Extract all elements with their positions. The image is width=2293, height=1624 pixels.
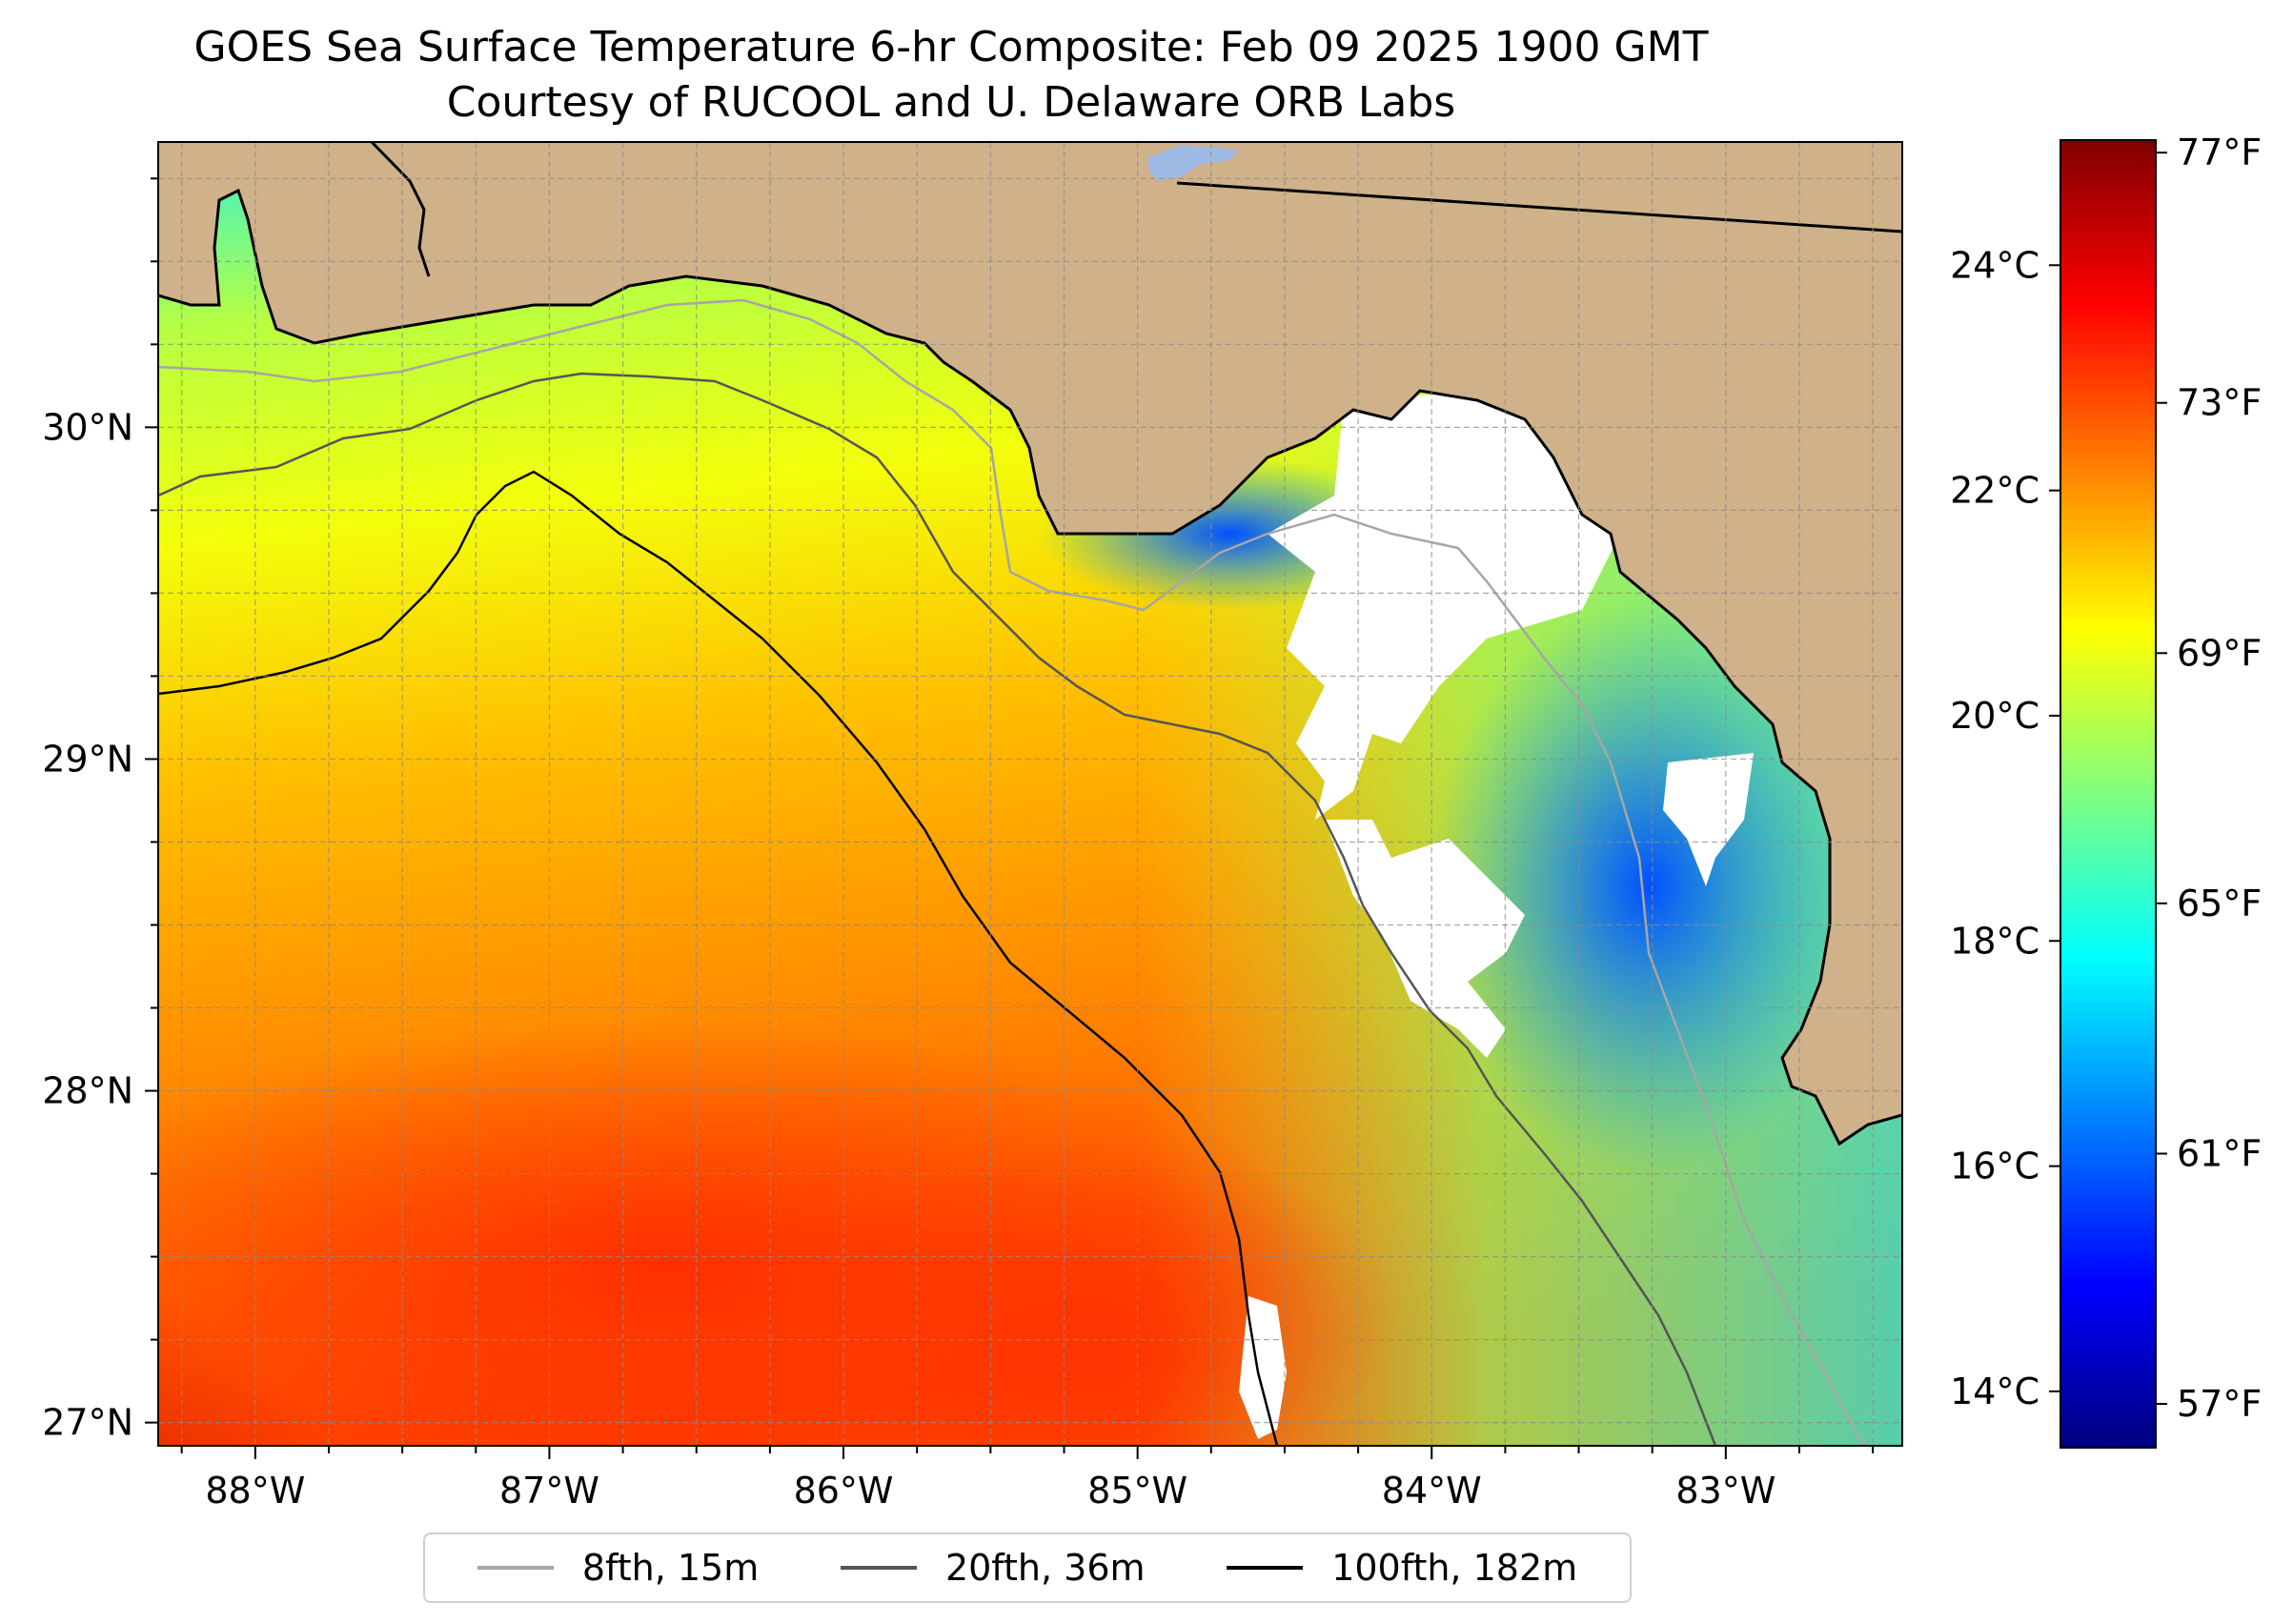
coastline — [158, 188, 1902, 1147]
lat-tick-label: 30°N — [42, 406, 133, 448]
legend-swatch — [1227, 1566, 1304, 1570]
f-tick-label: 65°F — [2177, 883, 2262, 924]
lon-tick-label: 83°W — [1675, 1470, 1776, 1512]
lon-tick-label: 87°W — [499, 1470, 599, 1512]
lake — [1148, 145, 1239, 181]
legend-item-100fth: 100fth, 182m — [1227, 1547, 1577, 1589]
state-boundary — [1176, 181, 1902, 233]
map-frame — [157, 141, 1903, 1447]
legend-swatch — [477, 1566, 554, 1570]
warm-corner — [158, 1236, 406, 1446]
f-tick-label: 73°F — [2177, 382, 2262, 424]
legend-label: 100fth, 182m — [1331, 1547, 1578, 1589]
f-tick-label: 61°F — [2177, 1132, 2262, 1174]
isobath-20fth — [158, 372, 1717, 1446]
legend-item-8fth: 8fth, 15m — [477, 1547, 759, 1589]
c-tick-label: 22°C — [1950, 470, 2039, 512]
f-tick-label: 57°F — [2177, 1383, 2262, 1425]
legend-label: 20fth, 36m — [944, 1547, 1146, 1589]
land-mass — [158, 142, 1902, 1144]
legend-item-20fth: 20fth, 36m — [840, 1547, 1146, 1589]
c-tick-label: 16°C — [1950, 1146, 2039, 1188]
isobath-8fth — [158, 298, 1865, 1446]
f-tick-label: 77°F — [2177, 132, 2262, 173]
coastline-upper — [370, 142, 431, 277]
lon-tick-label: 84°W — [1382, 1470, 1482, 1512]
c-tick-label: 18°C — [1950, 920, 2039, 962]
figure-subtitle: Courtesy of RUCOOL and U. Delaware ORB L… — [446, 78, 1456, 127]
isobath-100fth — [158, 470, 1279, 1446]
cloud-mask-nodata — [1325, 820, 1525, 1058]
warm-core-east — [791, 1144, 1401, 1446]
c-tick-label: 14°C — [1950, 1370, 2039, 1412]
cloud-mask-nodata — [1268, 391, 1620, 820]
lon-tick-label: 86°W — [794, 1470, 894, 1512]
f-tick-label: 69°F — [2177, 632, 2262, 674]
c-tick-label: 24°C — [1950, 244, 2039, 286]
figure-title: GOES Sea Surface Temperature 6-hr Compos… — [193, 23, 1709, 71]
colorbar — [2060, 139, 2157, 1449]
cloud-mask-nodata — [1663, 753, 1754, 886]
lon-tick-label: 88°W — [205, 1470, 305, 1512]
isobath-legend: 8fth, 15m 20fth, 36m 100fth, 182m — [423, 1533, 1632, 1603]
colorbar-ticks: 77°F 73°F 69°F 65°F 61°F 57°F 24°C 22°C 20°C 18°C… — [1950, 132, 2262, 1425]
lat-tick-label: 28°N — [42, 1070, 133, 1112]
c-tick-label: 20°C — [1950, 695, 2039, 737]
legend-label: 8fth, 15m — [581, 1547, 760, 1589]
legend-swatch — [840, 1566, 917, 1570]
lon-tick-label: 85°W — [1087, 1470, 1187, 1512]
lat-tick-label: 29°N — [42, 738, 133, 780]
cool-water-big-bend — [1430, 600, 1868, 1172]
map-axis-ticks: 88°W 87°W 86°W 85°W 84°W 83°W 30°N 29°N 28°N 27°N — [42, 177, 1875, 1512]
gridlines — [158, 142, 1902, 1446]
lat-tick-label: 27°N — [42, 1402, 133, 1444]
